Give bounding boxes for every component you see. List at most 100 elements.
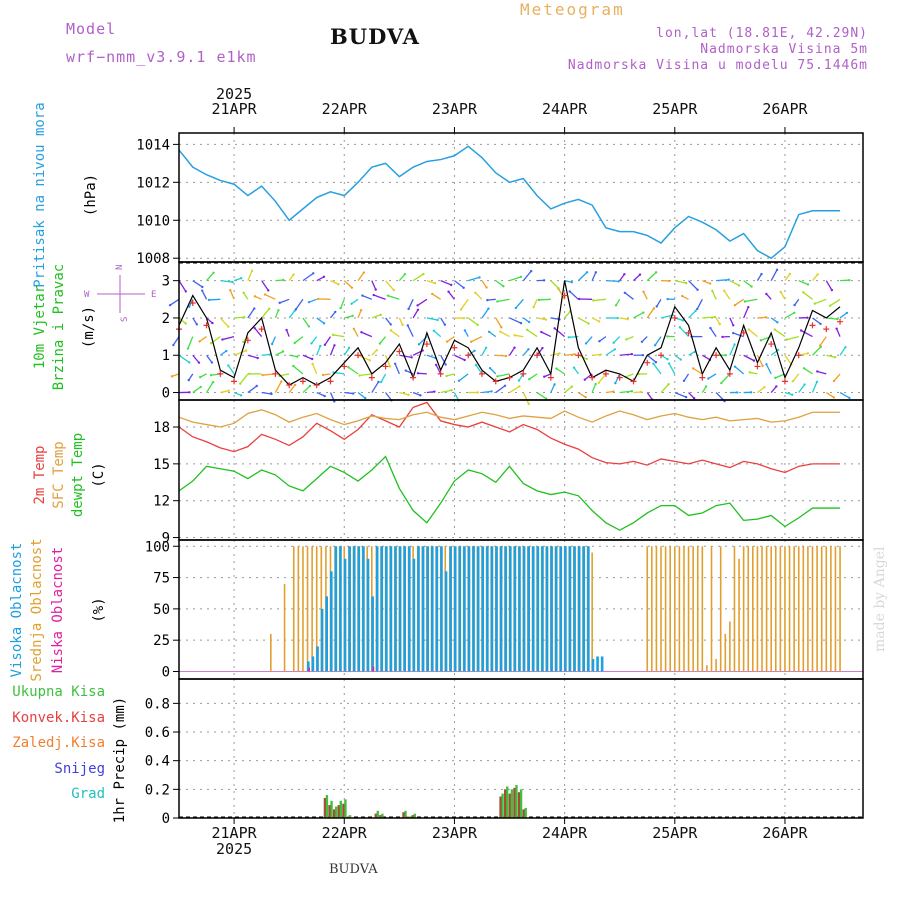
wind-vector-head — [473, 349, 476, 353]
wind-vector-head — [393, 362, 397, 365]
wind-vector-head — [540, 330, 543, 334]
wind-vector-head — [488, 366, 492, 370]
wind-vector — [564, 280, 572, 283]
cloud-bar — [311, 656, 315, 672]
wind-vector — [379, 336, 387, 344]
cloud-bar — [646, 546, 649, 672]
precip-total-bar — [325, 795, 329, 818]
wind-vector-head — [401, 323, 404, 326]
wind-vector — [786, 335, 799, 341]
wind-gust-marker — [685, 329, 692, 336]
wind-vector-head — [310, 357, 314, 361]
wind-vector-head — [239, 394, 243, 397]
cloud-ylabel-1: Visoka Oblacnost — [9, 543, 25, 678]
cloud-bar — [715, 658, 717, 672]
wind-vector — [481, 390, 492, 394]
wind-gust-marker — [658, 352, 665, 359]
wind-vector-head — [732, 324, 735, 327]
wind-vector-head — [476, 391, 480, 394]
wind-vector — [814, 298, 827, 305]
wind-vector — [261, 353, 270, 356]
wind-vector-head — [747, 305, 750, 309]
cloud-bar — [536, 546, 540, 672]
wind-vector-head — [351, 392, 355, 395]
wind-vector-head — [737, 284, 741, 287]
xtick-bottom-1: 22APR — [322, 824, 368, 842]
wind-vector — [509, 385, 520, 394]
cloud-bar — [283, 583, 286, 672]
pressure-ylabel: Pritisak na nivou mora — [32, 102, 48, 287]
cloud-bar — [362, 546, 365, 672]
precip-ytick-label: 0 — [162, 811, 170, 827]
wind-gust-marker — [837, 318, 844, 325]
wind-vector — [324, 336, 332, 346]
wind-vector-head — [707, 377, 710, 380]
wind-vector — [440, 389, 452, 394]
precip-ytick-label: 0.6 — [145, 725, 170, 741]
wind-vector — [743, 280, 752, 288]
cloud-bar — [664, 546, 667, 672]
wind-vector — [343, 347, 350, 356]
wind-vector — [481, 347, 487, 356]
wind-vector-head — [170, 375, 174, 378]
clouds-ytick-label: 0 — [162, 664, 170, 680]
wind-vector — [233, 391, 242, 396]
wind-vector-head — [422, 272, 425, 276]
wind-vector-head — [432, 329, 436, 332]
wind-vector — [261, 391, 272, 395]
cloud-bar — [564, 546, 567, 672]
wind-vector-head — [654, 271, 658, 274]
wind-vector — [709, 327, 717, 337]
cloud-bar — [541, 546, 544, 672]
wind-vector — [573, 367, 579, 375]
wind-vector-head — [198, 375, 202, 379]
wind-vector-head — [617, 280, 620, 283]
cloud-bar — [302, 546, 304, 672]
wind-vector — [715, 317, 721, 325]
wind-vector-head — [527, 348, 530, 351]
wind-vector-head — [585, 271, 589, 274]
wind-vector — [688, 310, 697, 319]
wind-vector-head — [486, 298, 489, 302]
wind-vector-head — [612, 390, 615, 393]
wind-vector — [533, 299, 538, 308]
wind-vector — [440, 280, 452, 286]
wind-vector-head — [623, 273, 626, 276]
wind-vector-head — [612, 341, 615, 344]
wind-vector-head — [403, 273, 407, 276]
wind-vector — [508, 347, 516, 356]
wind-vector — [564, 386, 573, 394]
wind-vector — [819, 336, 827, 346]
wind-gust-marker — [327, 378, 334, 385]
wind-vector — [757, 386, 765, 394]
cloud-bar — [779, 546, 782, 672]
cloud-bar — [348, 546, 351, 672]
wind-vector-head — [188, 361, 191, 364]
wind-vector-head — [484, 346, 488, 349]
wind-vector-head — [312, 272, 315, 275]
precip-total-bar — [506, 786, 509, 818]
wind-vector — [431, 293, 442, 300]
wind-vector-head — [666, 297, 669, 301]
wind-vector-head — [553, 327, 556, 330]
wind-vector-head — [528, 377, 531, 381]
temp-ylabel-1: 2m Temp — [32, 445, 48, 504]
cloud-bar — [481, 546, 485, 672]
wind-vector-head — [721, 335, 724, 339]
wind-vector-head — [347, 366, 350, 369]
wind-vector — [702, 316, 716, 319]
wind-vector — [274, 381, 282, 393]
wind-vector-head — [763, 386, 766, 389]
wind-vector — [288, 384, 296, 393]
wind-vector — [385, 317, 392, 325]
wind-vector-head — [459, 308, 463, 311]
wind-vector-head — [256, 356, 259, 360]
wind-vector-head — [513, 334, 516, 337]
wind-vector — [683, 373, 690, 382]
wind-vector-head — [292, 273, 295, 276]
wind-vector — [839, 312, 848, 319]
wind-vector-head — [832, 379, 836, 383]
wind-vector-head — [445, 340, 449, 343]
wind-vector-head — [747, 328, 750, 331]
wind-vector-head — [678, 326, 682, 329]
